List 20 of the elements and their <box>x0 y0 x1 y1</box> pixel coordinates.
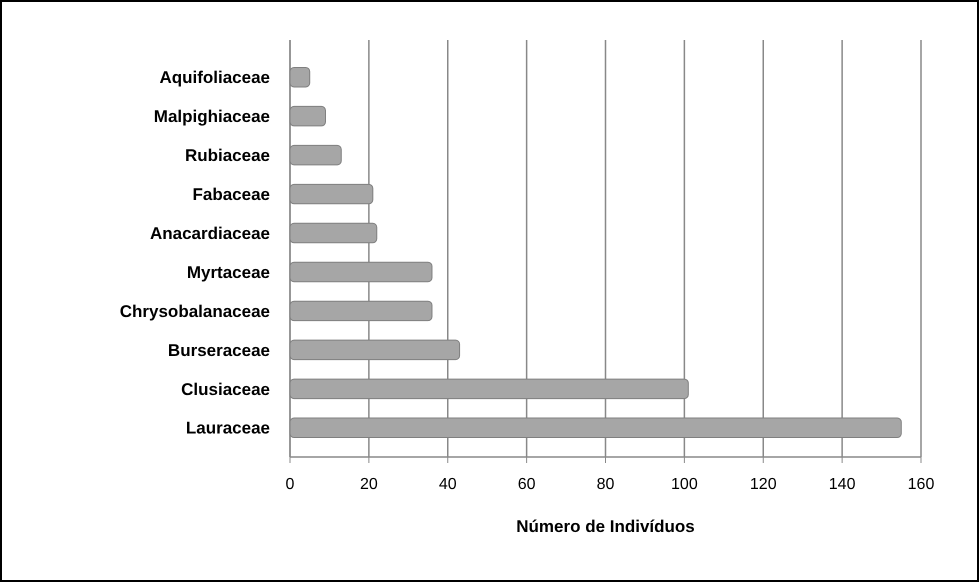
x-tick-label: 0 <box>286 476 295 493</box>
y-tick-label: Chrysobalanaceae <box>120 302 270 321</box>
y-tick-label: Myrtaceae <box>186 262 270 282</box>
x-tick-label: 20 <box>360 476 378 493</box>
y-tick-label: Malpighiaceae <box>154 107 270 126</box>
y-tick-label: Lauraceae <box>186 418 270 438</box>
y-tick-label: Fabaceae <box>192 185 270 204</box>
y-tick-label: Anacardiaceae <box>150 224 270 243</box>
x-tick-label: 100 <box>671 476 698 493</box>
y-tick-label: Burseraceae <box>168 340 270 360</box>
x-tick-label: 140 <box>828 476 856 493</box>
y-tick-label: Clusiaceae <box>181 380 270 399</box>
y-tick-label: Aquifoliaceae <box>159 68 270 88</box>
x-tick-label: 80 <box>596 476 614 493</box>
x-tick-label: 160 <box>908 476 934 493</box>
x-tick-label: 40 <box>438 476 457 493</box>
y-tick-label: Rubiaceae <box>184 146 270 166</box>
x-tick-label: 120 <box>750 476 777 493</box>
x-axis-title: Número de Indivíduos <box>516 517 695 536</box>
x-tick-label: 60 <box>518 476 536 493</box>
